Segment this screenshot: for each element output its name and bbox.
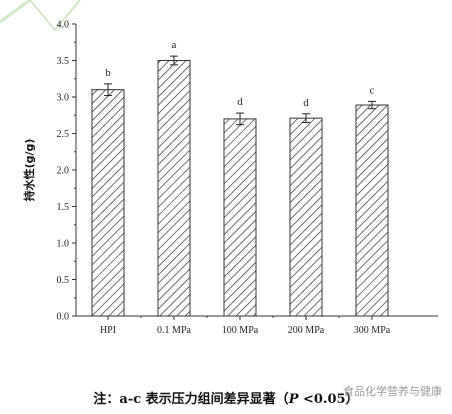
significance-label: b: [105, 67, 111, 79]
bar-chart: 0.0 0.5 1.0 1.5 2.0 2.5 3.0 3.5 4.0 HPI 0.1 MPa 100…: [0, 0, 438, 336]
y-tick-label: 4.0: [57, 20, 70, 31]
footnote-p: P: [288, 392, 299, 407]
y-tick-label: 0.5: [57, 275, 70, 286]
y-tick-label: 1.5: [57, 202, 70, 213]
significance-label: c: [370, 84, 375, 96]
axes: 0.0 0.5 1.0 1.5 2.0 2.5 3.0 3.5 4.0 HPI 0.1 MPa 100…: [57, 20, 438, 336]
significance-label: a: [172, 39, 177, 51]
bar: [91, 89, 125, 317]
footnote: 注：a-c 表示压力组间差异显著（P <0.05）: [0, 388, 452, 407]
y-tick-label: 1.0: [57, 239, 70, 250]
bar: [289, 117, 323, 317]
significance-label: d: [237, 96, 243, 108]
y-axis-label: 持水性(g/g): [22, 139, 36, 202]
bar: [157, 60, 191, 317]
decorative-lines: [0, 0, 81, 32]
x-tick-label: 200 MPa: [288, 325, 325, 336]
x-tick-label: 300 MPa: [354, 325, 391, 336]
bars-group: b a d d c: [91, 39, 389, 317]
y-tick-label: 3.0: [57, 93, 70, 104]
significance-label: d: [303, 97, 309, 109]
y-tick-label: 3.5: [57, 56, 70, 67]
footnote-prefix: 注：a-c 表示压力组间差异显著（: [93, 392, 289, 407]
y-tick-label: 0.0: [57, 312, 70, 323]
x-tick-label: 100 MPa: [222, 325, 259, 336]
x-tick-label: 0.1 MPa: [157, 325, 191, 336]
watermark: 食品化学营养与健康: [343, 385, 442, 398]
y-tick-label: 2.5: [57, 129, 70, 140]
x-tick-label: HPI: [100, 325, 116, 336]
bar: [355, 104, 389, 317]
y-tick-label: 2.0: [57, 166, 70, 177]
bar: [223, 118, 257, 317]
footnote-suffix: <0.05）: [298, 392, 359, 407]
